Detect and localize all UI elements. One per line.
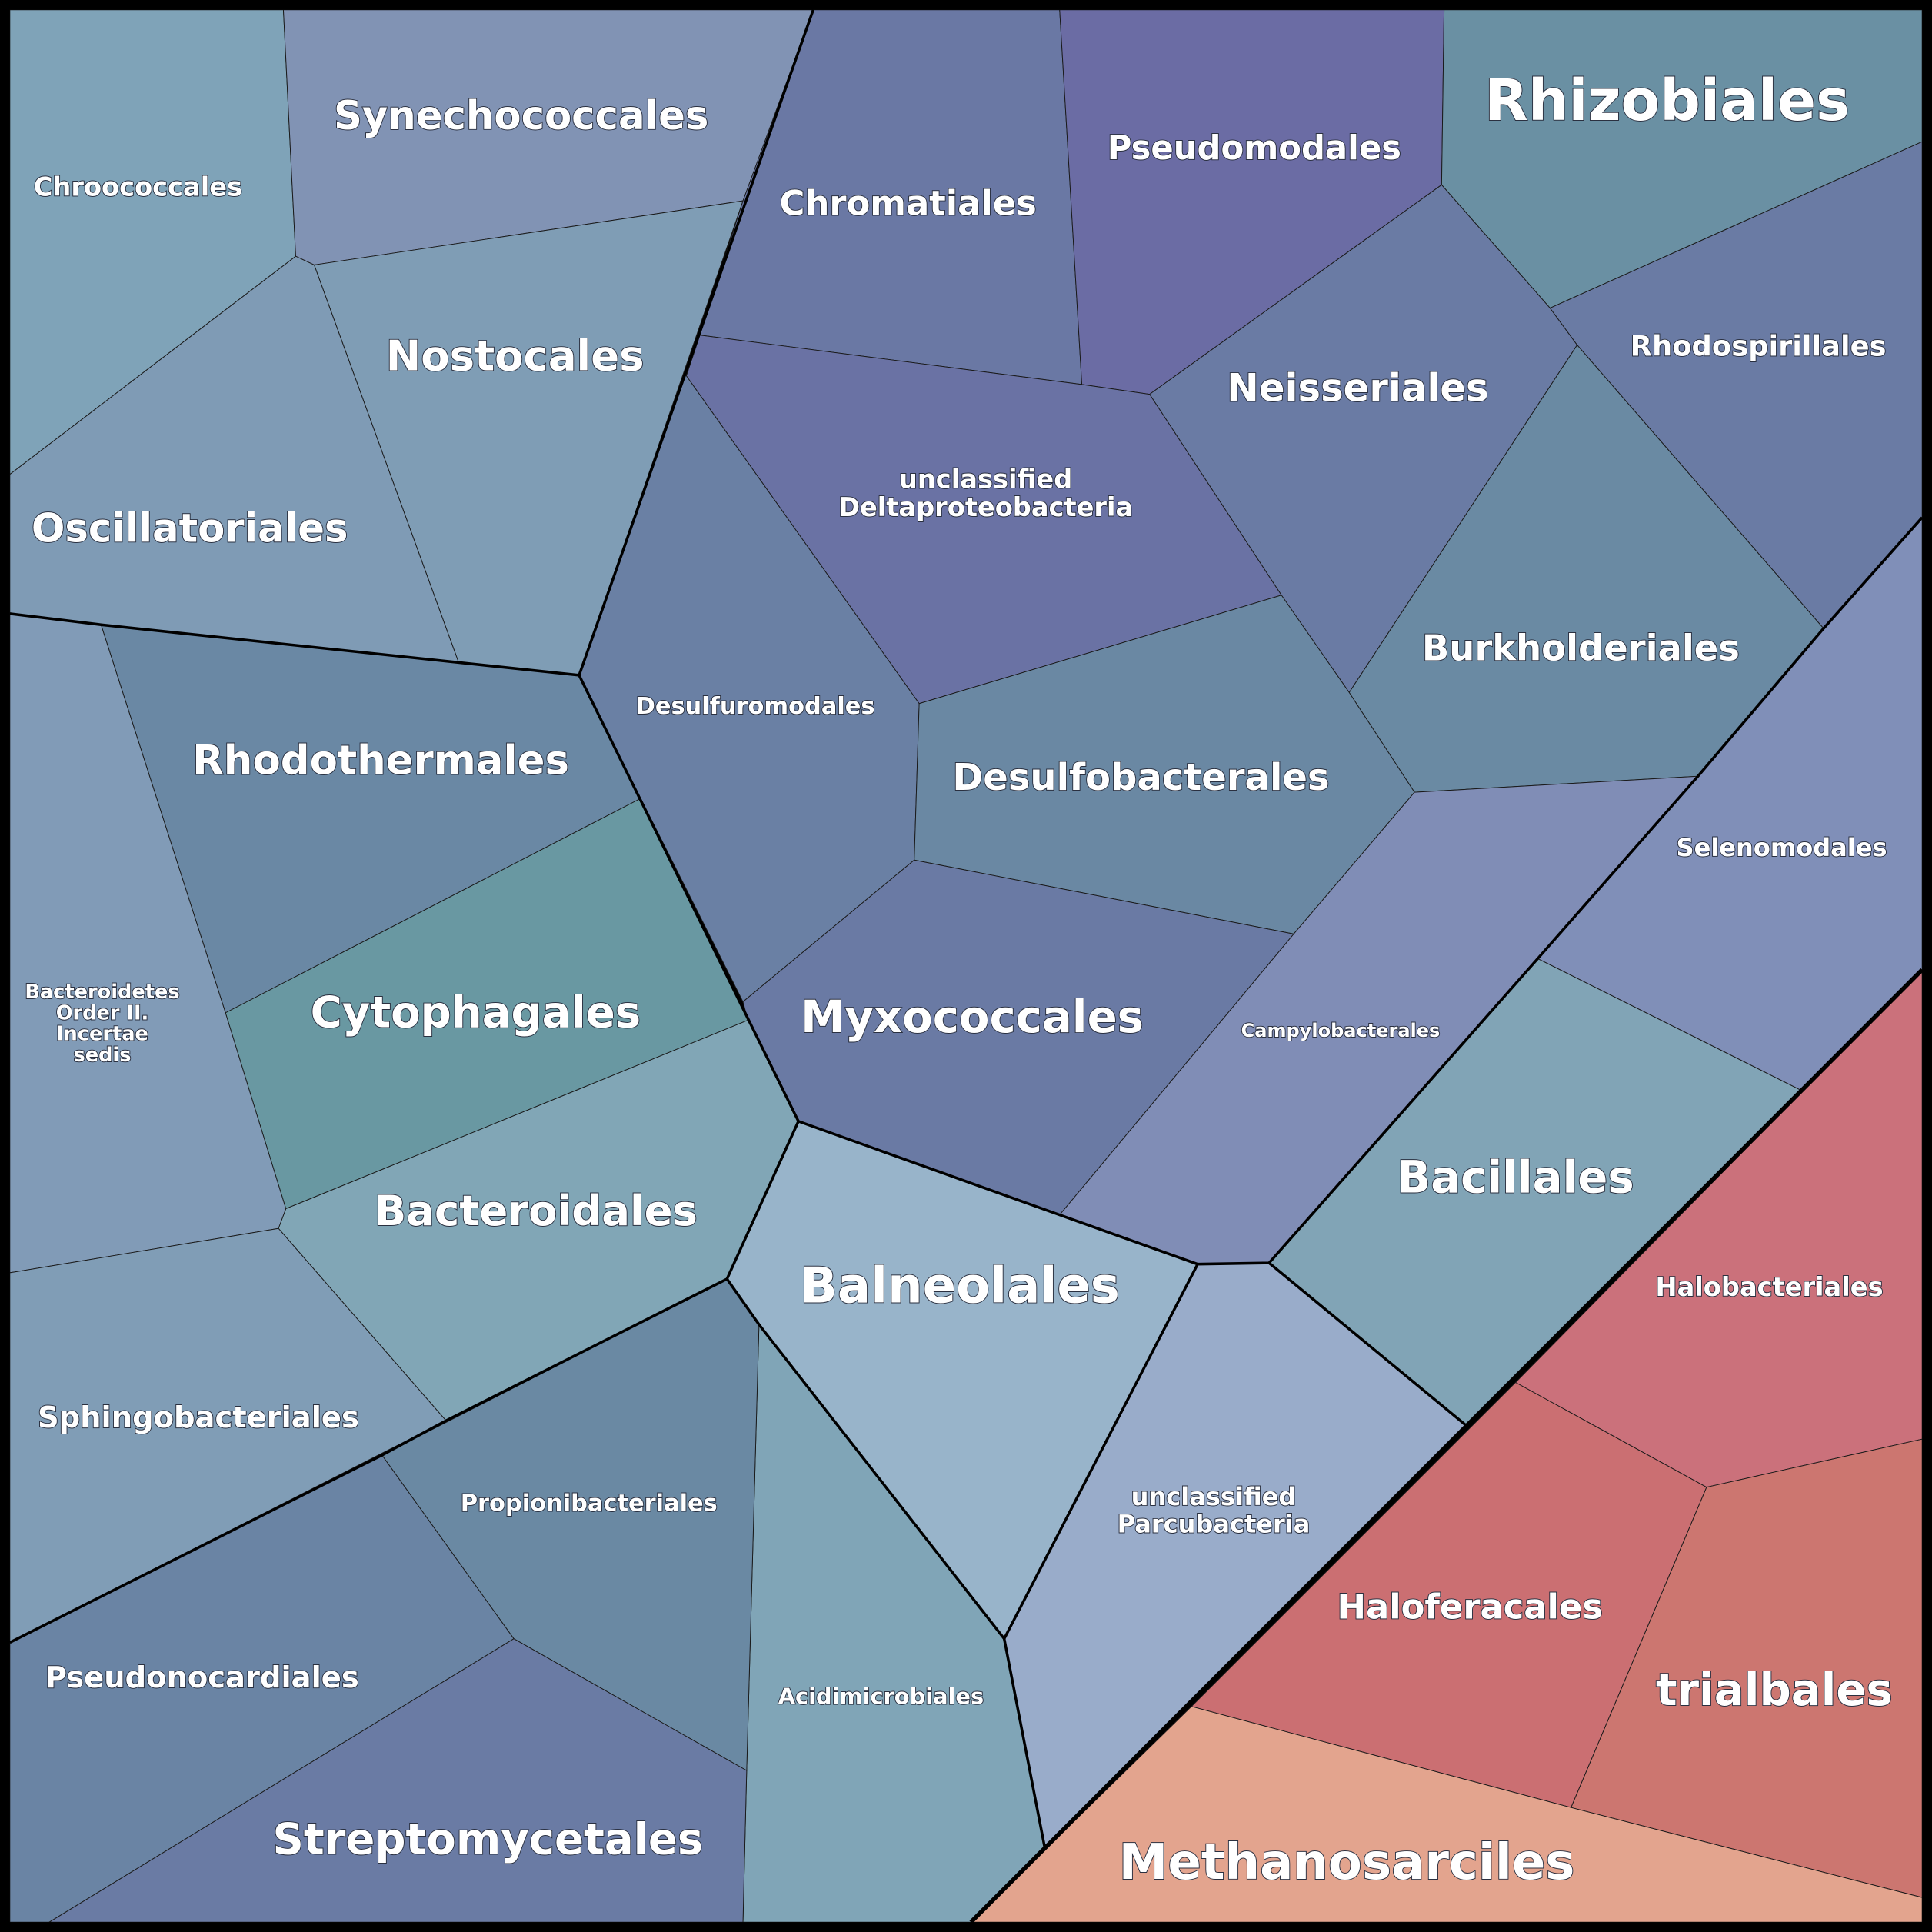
cell-label: Order II. [56, 1001, 149, 1024]
cell-label: Balneolales [800, 1257, 1120, 1314]
cell-label: Bacteroidales [375, 1186, 698, 1235]
cell-label: Synechococcales [334, 93, 708, 139]
cell-label: Pseudonocardiales [45, 1661, 359, 1695]
cell-label: Nostocales [386, 331, 645, 380]
cell-label: Campylobacterales [1241, 1020, 1441, 1041]
cell-label: Chroococcales [34, 172, 242, 202]
cell-label: Bacillales [1397, 1151, 1634, 1203]
group-borders [9, 9, 1924, 1924]
cell-label: Rhizobiales [1484, 68, 1850, 134]
cell-label: Rhodospirillales [1631, 329, 1887, 362]
cell-label: Propionibacteriales [461, 1491, 718, 1517]
cell-label: Neisseriales [1227, 365, 1488, 410]
cell-label: Parcubacteria [1118, 1509, 1311, 1538]
cell-label: Rhodothermales [192, 737, 569, 784]
cell-label: Myxococcales [801, 991, 1144, 1043]
cell-label: sedis [73, 1044, 131, 1067]
cell-label: Desulfobacterales [952, 756, 1329, 799]
cell-label: Burkholderiales [1422, 627, 1740, 668]
cell-label: Streptomycetales [273, 1815, 704, 1865]
cell-label: Deltaproteobacteria [838, 492, 1133, 522]
cell-label: unclassified [1131, 1482, 1297, 1511]
cell-label: trialbales [1656, 1664, 1893, 1716]
cell-label: Methanosarciles [1119, 1834, 1575, 1891]
cell-label: Desulfuromodales [636, 693, 875, 720]
cell-label: Pseudomodales [1108, 129, 1401, 168]
cell-label: Oscillatoriales [32, 505, 348, 551]
cell-label: Bacteroidetes [25, 981, 179, 1004]
cell-label: Incertae [56, 1023, 148, 1046]
cell-label: Acidimicrobiales [778, 1684, 984, 1710]
cell-label: Halobacteriales [1655, 1272, 1883, 1302]
cell-label: Haloferacales [1337, 1586, 1603, 1627]
cell-label: Selenomodales [1677, 833, 1887, 862]
cell-label: unclassified [899, 464, 1072, 494]
cell-label: Chromatiales [780, 183, 1037, 224]
cell-label: Sphingobacteriales [38, 1401, 359, 1435]
cell-label: Cytophagales [311, 988, 641, 1038]
